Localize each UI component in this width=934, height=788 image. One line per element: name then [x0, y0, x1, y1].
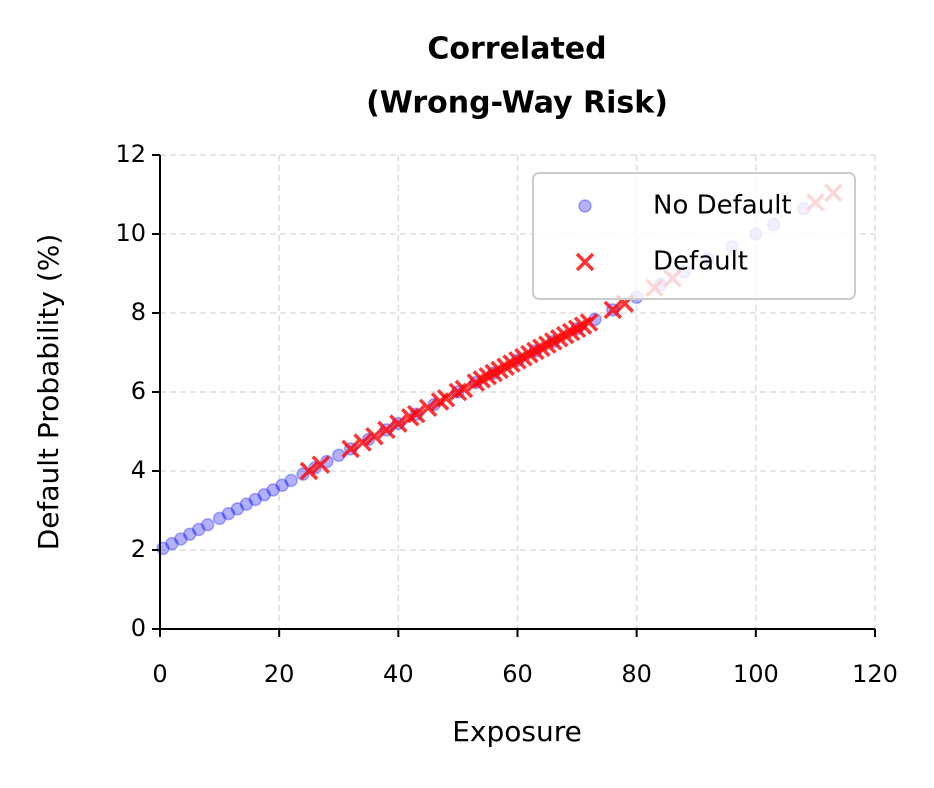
- point: [311, 455, 331, 474]
- point: [221, 506, 236, 521]
- point: [230, 502, 245, 516]
- chart-title: (Wrong-Way Risk): [366, 86, 668, 121]
- x-tick-label: 60: [502, 660, 533, 688]
- point: [341, 439, 360, 459]
- point: [183, 527, 197, 541]
- point: [174, 532, 188, 546]
- y-tick-label: 0: [131, 614, 146, 642]
- point: [248, 492, 263, 507]
- point: [200, 517, 215, 532]
- y-tick-label: 12: [115, 140, 146, 168]
- legend-label: Default: [653, 247, 748, 277]
- point: [361, 432, 376, 447]
- point: [308, 461, 322, 475]
- legend: No Default Default: [532, 172, 856, 300]
- y-tick-label: 10: [115, 219, 146, 247]
- y-tick-label: 6: [131, 377, 146, 405]
- x-tick-label: 0: [152, 660, 167, 688]
- point: [257, 487, 272, 502]
- x-axis-label: Exposure: [452, 715, 582, 748]
- chart-title: Correlated: [427, 32, 606, 67]
- point: [284, 473, 298, 488]
- point: [603, 300, 623, 320]
- point: [365, 427, 384, 446]
- y-tick-label: 8: [131, 298, 146, 326]
- x-tick-label: 120: [852, 660, 898, 688]
- point: [275, 478, 289, 492]
- point: [579, 313, 599, 332]
- point: [239, 497, 254, 511]
- point: [406, 404, 426, 424]
- point: [353, 433, 372, 452]
- point: [165, 536, 179, 551]
- legend-marker: [575, 252, 595, 272]
- legend-label: No Default: [653, 191, 792, 221]
- point: [377, 420, 396, 440]
- x-tick-label: 80: [621, 660, 652, 688]
- point: [191, 522, 206, 537]
- point: [266, 483, 280, 497]
- point: [454, 379, 474, 399]
- legend-marker: [578, 199, 592, 213]
- point: [389, 414, 408, 433]
- axes: 0 20 40 60 80 100 120 0 2 4 6 8 10 12: [115, 140, 897, 688]
- x-tick-label: 20: [264, 660, 295, 688]
- y-axis-label: Default Probability (%): [32, 234, 65, 551]
- point: [418, 398, 438, 418]
- point: [436, 389, 456, 408]
- y-tick-label: 2: [131, 535, 146, 563]
- x-tick-label: 100: [733, 660, 779, 688]
- point: [320, 454, 334, 469]
- legend-box: [532, 172, 856, 300]
- point: [212, 511, 227, 526]
- point: [296, 467, 310, 481]
- x-tick-label: 40: [383, 660, 414, 688]
- y-tick-label: 4: [131, 456, 146, 484]
- point: [299, 461, 319, 481]
